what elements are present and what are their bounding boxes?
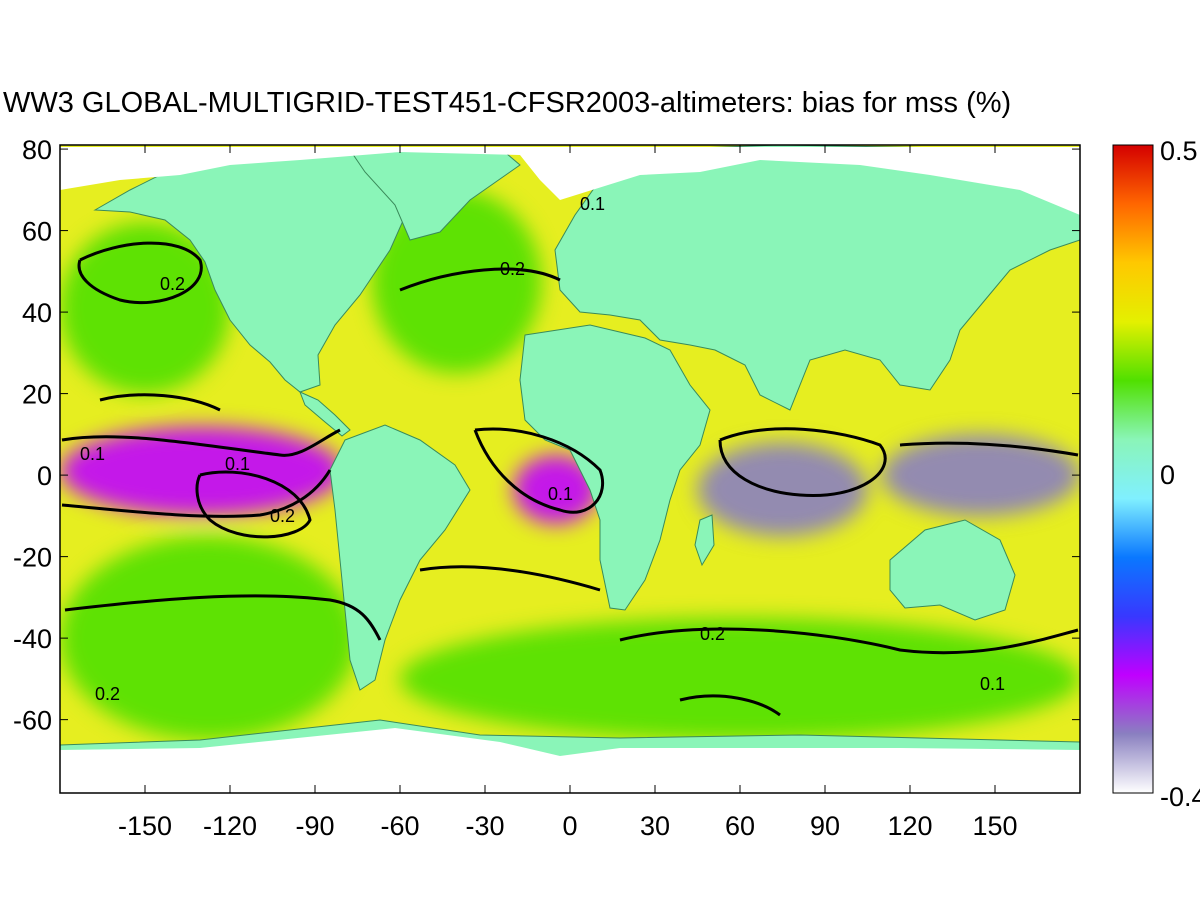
bias-region-equatorial-pacific <box>60 426 344 516</box>
arctic-white <box>60 147 1080 215</box>
x-tick-label: 0 <box>562 811 577 841</box>
contour-label: 0.2 <box>700 624 725 644</box>
bias-regions <box>60 189 1080 741</box>
contour-line <box>61 469 332 518</box>
bias-region-southern-ocean <box>400 617 1080 741</box>
x-tick-label: -60 <box>380 811 419 841</box>
contour-line <box>195 470 312 539</box>
contour-label: 0.1 <box>548 484 573 504</box>
contour-line <box>419 565 601 592</box>
x-tick-label: -150 <box>118 811 172 841</box>
contour-label: 0.2 <box>270 506 295 526</box>
contour-line <box>679 694 781 717</box>
y-tick-label: -60 <box>13 706 52 736</box>
x-tick-label: 150 <box>972 811 1017 841</box>
contour-labels: 0.2 0.1 0.1 0.2 0.2 0.1 0.2 0.1 0.1 0.2 <box>80 194 1005 704</box>
colorbar-label-max: 0.5 <box>1160 136 1198 166</box>
contour-line <box>77 241 203 305</box>
australia <box>889 519 1016 621</box>
bias-region-gulf-of-guinea <box>513 454 599 525</box>
contour-line <box>473 427 605 514</box>
y-tick-label: -40 <box>13 624 52 654</box>
x-tick-label: 90 <box>810 811 840 841</box>
x-tick-label: 30 <box>640 811 670 841</box>
contour-label: 0.1 <box>80 444 105 464</box>
y-tick-label: 80 <box>22 135 52 165</box>
x-tick-label: 60 <box>725 811 755 841</box>
contour-lines <box>61 241 1079 717</box>
ice-white-areas <box>60 147 1080 793</box>
contour-label: 0.1 <box>980 674 1005 694</box>
contour-line <box>619 627 1079 655</box>
colorbar <box>1112 144 1154 794</box>
antarctic-white <box>60 728 1080 793</box>
bias-region-north-pacific <box>60 222 230 394</box>
contour-line <box>899 441 1079 457</box>
contour-line <box>61 428 341 457</box>
x-tick-label: -30 <box>465 811 504 841</box>
contour-label: 0.1 <box>580 194 605 214</box>
y-tick-label: -20 <box>13 543 52 573</box>
y-tick-label: 20 <box>22 380 52 410</box>
contour-line <box>64 594 382 641</box>
south-america <box>329 424 471 691</box>
y-tick-label: 60 <box>22 217 52 247</box>
bias-region-south-pacific <box>60 536 358 741</box>
x-axis: -150 -120 -90 -60 -30 0 30 60 90 120 150 <box>118 145 1018 841</box>
colorbar-label-min: -0.4 <box>1160 782 1200 812</box>
contour-label: 0.2 <box>500 259 525 279</box>
bias-region-indian-ocean-equatorial <box>697 442 868 537</box>
contour-line <box>399 267 561 292</box>
y-tick-label: 0 <box>37 461 52 491</box>
chart-title: WW3 GLOBAL-MULTIGRID-TEST451-CFSR2003-al… <box>3 87 1011 119</box>
x-tick-label: -120 <box>203 811 257 841</box>
central-america <box>299 391 351 437</box>
eurasia <box>554 145 1080 411</box>
plot-area: 0.2 0.1 0.1 0.2 0.2 0.1 0.2 0.1 0.1 0.2 <box>60 145 1080 793</box>
contour-line <box>718 427 887 498</box>
africa <box>519 324 711 611</box>
y-tick-label: 40 <box>22 298 52 328</box>
contour-label: 0.2 <box>160 274 185 294</box>
y-axis: 80 60 40 20 0 -20 -40 -60 <box>13 135 1080 736</box>
madagascar <box>694 514 715 567</box>
x-tick-label: 120 <box>887 811 932 841</box>
colorbar-label-zero: 0 <box>1160 460 1175 490</box>
bias-region-west-pacific-warm-pool <box>881 434 1080 516</box>
x-tick-label: -90 <box>295 811 334 841</box>
contour-label: 0.2 <box>95 684 120 704</box>
contour-line <box>99 393 221 412</box>
contour-label: 0.1 <box>225 454 250 474</box>
